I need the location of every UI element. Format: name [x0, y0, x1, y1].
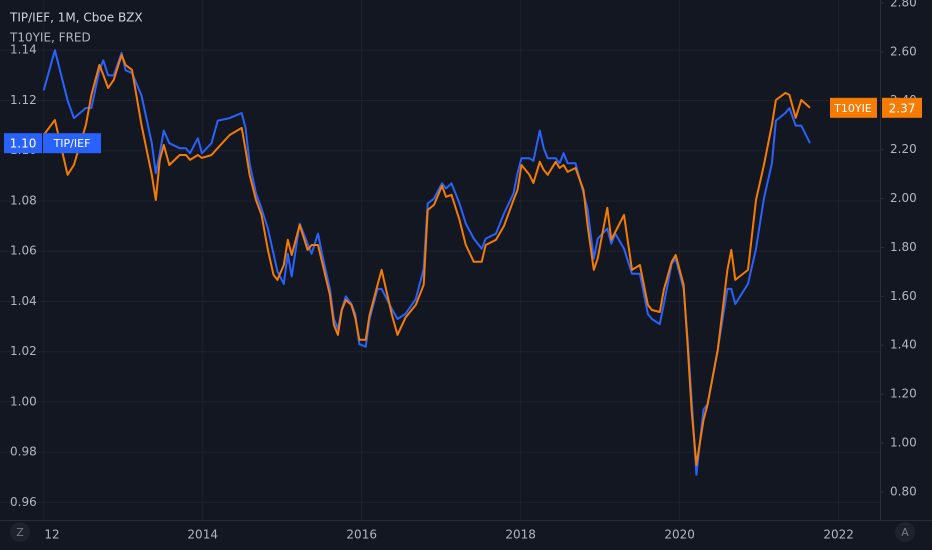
x-tick-label: 2020 — [664, 528, 695, 542]
button[interactable] — [895, 522, 915, 542]
y-tick-label: 1.04 — [10, 294, 37, 308]
y-tick-label: 1.08 — [10, 193, 37, 207]
price-tag-value: 1.10 — [10, 137, 37, 151]
price-tag-value: 2.37 — [889, 101, 916, 115]
x-tick-label: 12 — [44, 528, 59, 542]
grid — [0, 0, 880, 520]
y-tick-label: 1.02 — [10, 344, 37, 358]
series-tag — [830, 97, 877, 118]
y2-tick-label: 1.60 — [890, 289, 917, 303]
y-tick-label: 0.98 — [10, 445, 37, 459]
y-tick-label: 1.14 — [10, 43, 37, 57]
legend-entry: TIP/IEF, 1M, Cboe BZX — [9, 11, 143, 25]
y2-tick-label: 1.00 — [890, 435, 917, 449]
y2-tick-label: 2.20 — [890, 142, 917, 156]
y-tick-label: 1.00 — [10, 394, 37, 408]
y2-tick-label: 1.20 — [890, 387, 917, 401]
y-tick-label: 0.96 — [10, 495, 37, 509]
series-tag-name: TIP/IEF — [53, 137, 91, 150]
y2-tick-label: 2.80 — [890, 0, 917, 9]
legend-entry: T10YIE, FRED — [9, 31, 91, 45]
y-tick-label: 1.06 — [10, 244, 37, 258]
y2-tick-label: 2.60 — [890, 44, 917, 58]
price-tag — [882, 97, 922, 118]
y2-tick-label: 0.80 — [890, 484, 917, 498]
series-tag-name: T10YIE — [833, 102, 872, 115]
y2-tick-label: 1.80 — [890, 240, 917, 254]
button-label[interactable]: Z — [16, 526, 24, 539]
y-tick-label: 1.12 — [10, 93, 37, 107]
series-tag — [43, 133, 101, 154]
price-tag — [4, 133, 42, 154]
y2-tick-label: 1.40 — [890, 338, 917, 352]
x-tick-label: 2016 — [346, 528, 377, 542]
series-line — [42, 54, 811, 466]
x-tick-label: 2014 — [187, 528, 218, 542]
labels: TIP/IEF, 1M, Cboe BZX T10YIE, FRED Z A 0… — [4, 0, 922, 542]
button[interactable] — [10, 522, 30, 542]
y2-tick-label: 2.00 — [890, 191, 917, 205]
x-tick-label: 2022 — [823, 528, 854, 542]
plot — [42, 49, 811, 476]
x-tick-label: 2018 — [505, 528, 536, 542]
button-label[interactable]: A — [901, 526, 909, 539]
